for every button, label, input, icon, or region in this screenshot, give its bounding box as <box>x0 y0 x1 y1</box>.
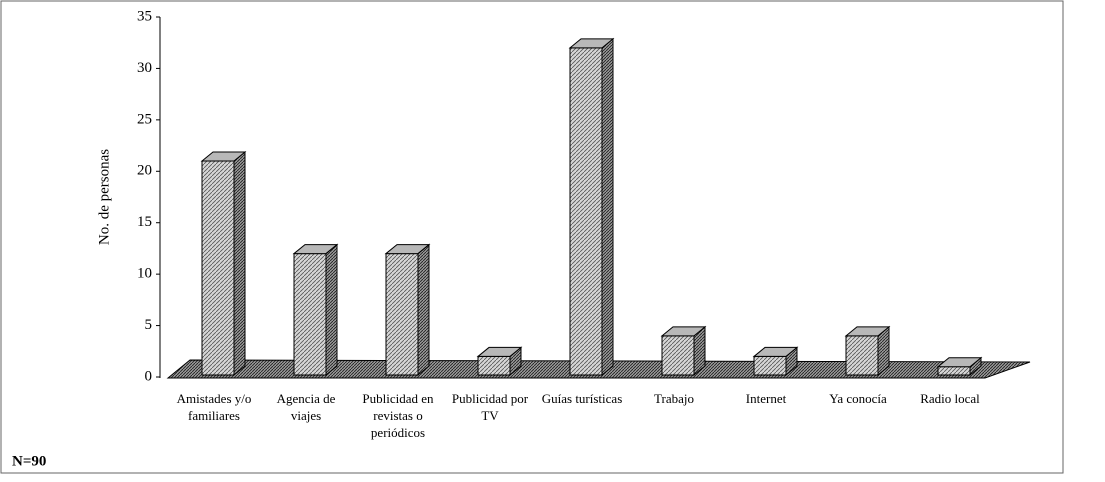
bar-top <box>844 326 891 337</box>
x-tick-label: Ya conocía <box>829 391 887 406</box>
bar-top <box>660 326 707 337</box>
x-tick-label: Guías turísticas <box>541 391 623 406</box>
y-tick-label: 20 <box>137 163 152 179</box>
bar-side <box>325 243 338 377</box>
bar <box>292 243 339 377</box>
x-tick-label: Agencia de viajes <box>276 391 336 423</box>
y-tick-label: 10 <box>137 266 152 282</box>
bar-top <box>292 244 339 255</box>
bar <box>200 150 247 377</box>
bar-top <box>568 38 615 49</box>
bar <box>844 325 891 377</box>
bar <box>476 346 523 377</box>
x-tick-label: Amistades y/o familiares <box>176 391 252 423</box>
y-tick-label: 25 <box>137 111 152 127</box>
y-tick-label: 35 <box>137 8 152 24</box>
bar-side <box>233 150 246 377</box>
annotation: N=90 <box>12 453 46 469</box>
bar-front <box>937 366 971 376</box>
bar-front <box>845 335 879 376</box>
bar <box>660 325 707 377</box>
bar-top <box>200 151 247 162</box>
y-tick-label: 5 <box>145 317 153 333</box>
bar-top <box>752 346 799 357</box>
bar-front <box>293 253 327 376</box>
bar-top <box>384 244 431 255</box>
y-axis-label: No. de personas <box>96 149 112 245</box>
bar-front <box>385 253 419 376</box>
bar <box>936 356 983 377</box>
x-tick-label: Trabajo <box>654 391 694 406</box>
frame <box>0 0 1064 474</box>
bar <box>568 37 615 377</box>
bar-front <box>477 355 511 376</box>
y-tick-label: 15 <box>137 214 152 230</box>
bar <box>384 243 431 377</box>
bar-front <box>201 160 235 376</box>
bar-top <box>476 346 523 357</box>
bar-front <box>661 335 695 376</box>
bar-side <box>417 243 430 377</box>
x-tick-label: Publicidad por TV <box>451 391 529 423</box>
bar-front <box>753 355 787 376</box>
bar-side <box>601 37 614 377</box>
bar-top <box>936 357 983 368</box>
x-tick-label: Internet <box>745 391 787 406</box>
bar-front <box>569 47 603 376</box>
y-tick-label: 0 <box>145 368 153 384</box>
y-tick-label: 30 <box>137 60 152 76</box>
x-tick-label: Radio local <box>920 391 980 406</box>
bar <box>752 346 799 377</box>
x-tick-label: Publicidad en revistas o periódicos <box>362 391 434 440</box>
